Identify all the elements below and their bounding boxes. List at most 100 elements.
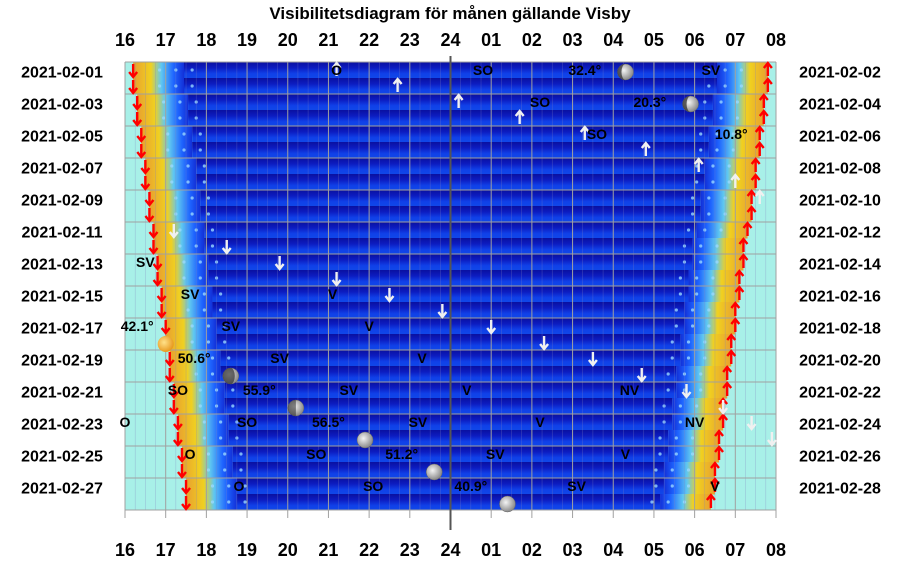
sunset-arrow-head — [168, 391, 179, 399]
night-band — [204, 238, 693, 255]
chart-marks: O SO 32.4° SV SO 20.3° SO 10.8° SV SV V 42.1° SV V 50.… — [120, 61, 777, 513]
sunset-arrow-head — [148, 231, 159, 239]
sunrise-arrow-head — [742, 221, 753, 229]
sunrise-arrow-head — [722, 365, 733, 373]
annotation-label: O — [331, 62, 342, 78]
y-tick-label-right: 2021-02-22 — [799, 385, 881, 402]
sunset-arrow-head — [181, 503, 191, 511]
twilight-dot — [178, 228, 182, 232]
x-tick-label-top: 16 — [115, 30, 135, 50]
sunset-arrow-head — [172, 423, 183, 431]
y-tick-label-left: 2021-02-05 — [21, 129, 103, 146]
twilight-dot — [711, 292, 715, 296]
x-tick-label-top: 08 — [766, 30, 786, 50]
moon-set-arrow-head — [486, 327, 497, 335]
moon-rise-arrow — [693, 157, 704, 172]
annotation-label: 55.9° — [243, 382, 276, 398]
sunset-arrow-head — [181, 487, 191, 495]
sunset-arrow-head — [164, 359, 175, 367]
y-tick-label-right: 2021-02-06 — [799, 129, 881, 146]
sunset-arrow-head — [172, 439, 183, 447]
sunrise-arrow — [726, 349, 737, 364]
sunrise-arrow-head — [710, 477, 720, 485]
twilight-dot — [227, 500, 231, 504]
twilight-dot — [690, 196, 695, 200]
twilight-dot — [674, 436, 678, 440]
x-tick-label-top: 19 — [237, 30, 257, 50]
twilight-dot — [219, 436, 223, 440]
moon-rise-arrow — [514, 109, 525, 124]
sunset-arrow — [128, 80, 139, 95]
moon-rise-arrow — [730, 173, 741, 188]
moon-icon — [499, 495, 516, 513]
twilight-dot — [198, 260, 202, 264]
x-tick-label-bottom: 08 — [766, 540, 786, 560]
sunrise-arrow — [734, 269, 745, 284]
twilight-dot — [674, 308, 678, 312]
x-axis-top: 16 17 18 19 20 21 22 23 24 01 02 03 04 05 06 07 08 — [115, 30, 786, 50]
twilight-dot — [711, 180, 715, 184]
twilight-dot — [198, 404, 202, 408]
sunrise-arrow-head — [734, 285, 745, 293]
twilight-dot — [182, 132, 186, 136]
twilight-dot — [690, 324, 695, 328]
moon-shadow — [222, 368, 235, 384]
sunset-arrow-head — [144, 199, 155, 207]
twilight-dot — [699, 244, 703, 248]
y-tick-label-right: 2021-02-12 — [799, 225, 881, 242]
moon-set-arrow — [274, 256, 285, 271]
sunset-arrow — [148, 224, 159, 239]
moon-set-arrow-head — [274, 263, 285, 271]
moon-set-arrow-head — [587, 359, 598, 367]
x-tick-label-top: 17 — [156, 30, 176, 50]
chart-title: Visibilitetsdiagram för månen gällande V… — [269, 4, 631, 23]
sunset-arrow-head — [164, 375, 175, 383]
annotation-label: 10.8° — [715, 126, 748, 142]
twilight-dot — [239, 468, 243, 472]
sunset-arrow — [172, 432, 183, 447]
twilight-dot — [231, 388, 235, 392]
sunrise-arrow — [734, 285, 745, 300]
moon-rise-arrow — [754, 189, 765, 204]
sunrise-arrow — [710, 477, 720, 492]
sunrise-arrow — [738, 253, 749, 268]
sunset-arrow — [168, 400, 179, 415]
twilight-dot — [650, 500, 654, 504]
twilight-dot — [719, 100, 723, 104]
moon-set-arrow — [437, 304, 448, 319]
night-band — [224, 398, 673, 415]
x-tick-label-bottom: 21 — [318, 540, 338, 560]
sunrise-arrow — [705, 493, 716, 508]
moon-set-arrow-head — [766, 439, 777, 447]
twilight-dot — [190, 84, 194, 88]
twilight-dot — [219, 292, 223, 296]
y-tick-label-right: 2021-02-28 — [799, 481, 881, 498]
sunrise-arrow-head — [710, 461, 720, 469]
sunrise-arrow — [758, 93, 769, 108]
sunrise-arrow — [722, 365, 733, 380]
annotation-label: O — [233, 478, 244, 494]
sunrise-arrow — [750, 157, 761, 172]
moon-rise-arrow — [392, 77, 403, 92]
annotation-label: V — [417, 350, 427, 366]
annotation-label: 50.6° — [178, 350, 211, 366]
twilight-dot — [202, 164, 206, 168]
annotation-label: SO — [587, 126, 607, 142]
twilight-dot — [186, 292, 190, 296]
twilight-dot — [719, 228, 723, 232]
x-tick-label-top: 05 — [644, 30, 664, 50]
sunrise-arrow-head — [718, 413, 729, 421]
twilight-dot — [715, 148, 719, 152]
annotation-label: SO — [237, 414, 257, 430]
twilight-dot — [670, 468, 674, 472]
sunset-arrow-head — [136, 135, 147, 143]
x-tick-label-bottom: 23 — [400, 540, 420, 560]
moon-rise-arrow-head — [693, 157, 704, 165]
night-band — [228, 430, 669, 447]
sunset-arrow — [181, 480, 191, 495]
sunrise-arrow — [718, 413, 729, 428]
y-tick-label-right: 2021-02-16 — [799, 289, 881, 306]
twilight-dot — [178, 116, 182, 120]
x-tick-label-bottom: 24 — [440, 540, 460, 560]
moon-set-arrow-head — [746, 423, 757, 431]
